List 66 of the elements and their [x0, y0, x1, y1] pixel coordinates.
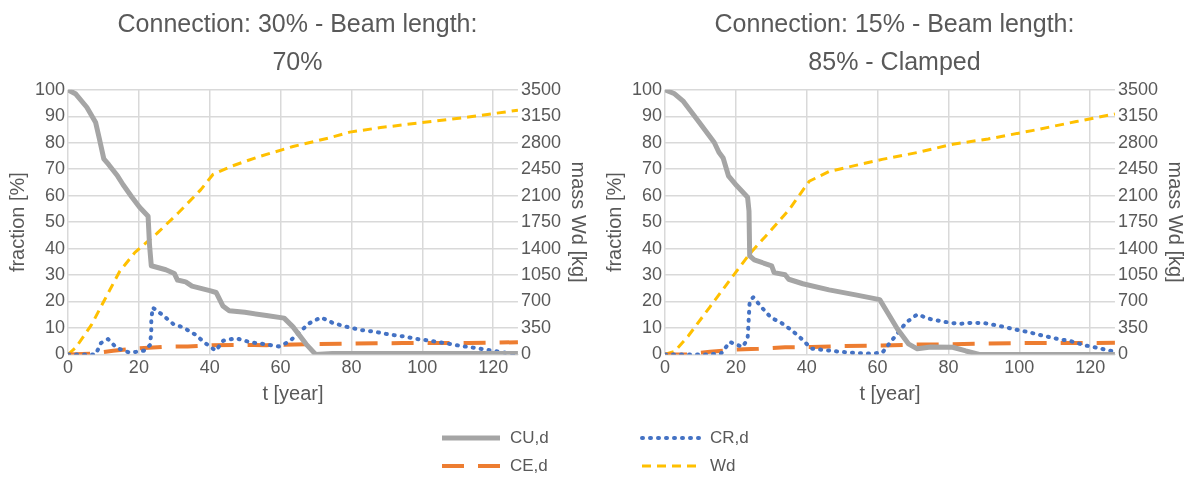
- y2-tick-label: 1400: [520, 237, 561, 258]
- x-tick-label: 80: [341, 357, 362, 378]
- y2-tick-label: 350: [520, 316, 551, 337]
- y2-tick-label: 0: [520, 343, 531, 364]
- y2-tick-label: 2800: [520, 131, 561, 152]
- y-tick-label: 10: [45, 316, 66, 337]
- x-tick-label: 20: [128, 357, 149, 378]
- chart-title: Connection: 30% - Beam length: 70%: [116, 8, 479, 77]
- y-tick-label: 50: [642, 211, 663, 232]
- y2-tick-label: 1750: [1117, 211, 1158, 232]
- y-tick-label: 20: [45, 290, 66, 311]
- x-tick-label: 120: [1075, 357, 1106, 378]
- y2-axis-title: mass Wd [kg]: [568, 161, 591, 283]
- y2-tick-label: 700: [1117, 290, 1148, 311]
- y-tick-label: 30: [45, 263, 66, 284]
- y2-tick-label: 350: [1117, 316, 1148, 337]
- y2-tick-label: 1400: [1117, 237, 1158, 258]
- y-tick-label: 40: [642, 237, 663, 258]
- x-tick-label: 100: [407, 357, 438, 378]
- y-tick-label: 40: [45, 237, 66, 258]
- legend-label: CU,d: [510, 428, 549, 448]
- y-tick-label: 60: [642, 184, 663, 205]
- y-tick-label: 80: [45, 131, 66, 152]
- y2-tick-label: 2100: [520, 184, 561, 205]
- y-tick-label: 100: [631, 78, 663, 99]
- y2-tick-label: 3500: [1117, 78, 1158, 99]
- y2-axis-title: mass Wd [kg]: [1165, 161, 1188, 283]
- x-tick-label: 60: [270, 357, 291, 378]
- y2-tick-label: 1750: [520, 211, 561, 232]
- x-tick-label: 20: [725, 357, 746, 378]
- y2-tick-label: 700: [520, 290, 551, 311]
- y-tick-label: 90: [45, 105, 66, 126]
- y-axis-title: fraction [%]: [602, 172, 625, 273]
- y2-tick-label: 3150: [1117, 105, 1158, 126]
- y-tick-label: 20: [642, 290, 663, 311]
- y2-tick-label: 0: [1117, 343, 1128, 364]
- y-tick-label: 80: [642, 131, 663, 152]
- x-tick-label: 60: [867, 357, 888, 378]
- y2-tick-label: 3500: [520, 78, 561, 99]
- y2-tick-label: 2450: [520, 158, 561, 179]
- y-tick-label: 50: [45, 211, 66, 232]
- y2-tick-label: 2800: [1117, 131, 1158, 152]
- x-axis-title: t [year]: [262, 381, 324, 404]
- y2-tick-label: 2100: [1117, 184, 1158, 205]
- x-tick-label: 40: [199, 357, 220, 378]
- x-tick-label: 40: [796, 357, 817, 378]
- y2-tick-label: 1050: [1117, 263, 1158, 284]
- y2-tick-label: 3150: [520, 105, 561, 126]
- chart-title: Connection: 15% - Beam length: 85% - Clamped: [713, 8, 1076, 77]
- y-tick-label: 10: [642, 316, 663, 337]
- y-tick-label: 30: [642, 263, 663, 284]
- y-tick-label: 70: [642, 158, 663, 179]
- x-tick-label: 100: [1004, 357, 1035, 378]
- y-tick-label: 90: [642, 105, 663, 126]
- y2-tick-label: 1050: [520, 263, 561, 284]
- x-tick-label: 80: [938, 357, 959, 378]
- y-axis-title: fraction [%]: [5, 172, 28, 273]
- legend-label: Wd: [710, 456, 736, 476]
- y-tick-label: 100: [34, 78, 66, 99]
- y-tick-label: 60: [45, 184, 66, 205]
- y2-tick-label: 2450: [1117, 158, 1158, 179]
- x-axis-title: t [year]: [859, 381, 921, 404]
- legend-label: CE,d: [510, 456, 548, 476]
- x-tick-label: 120: [478, 357, 509, 378]
- legend-label: CR,d: [710, 428, 749, 448]
- y-tick-label: 70: [45, 158, 66, 179]
